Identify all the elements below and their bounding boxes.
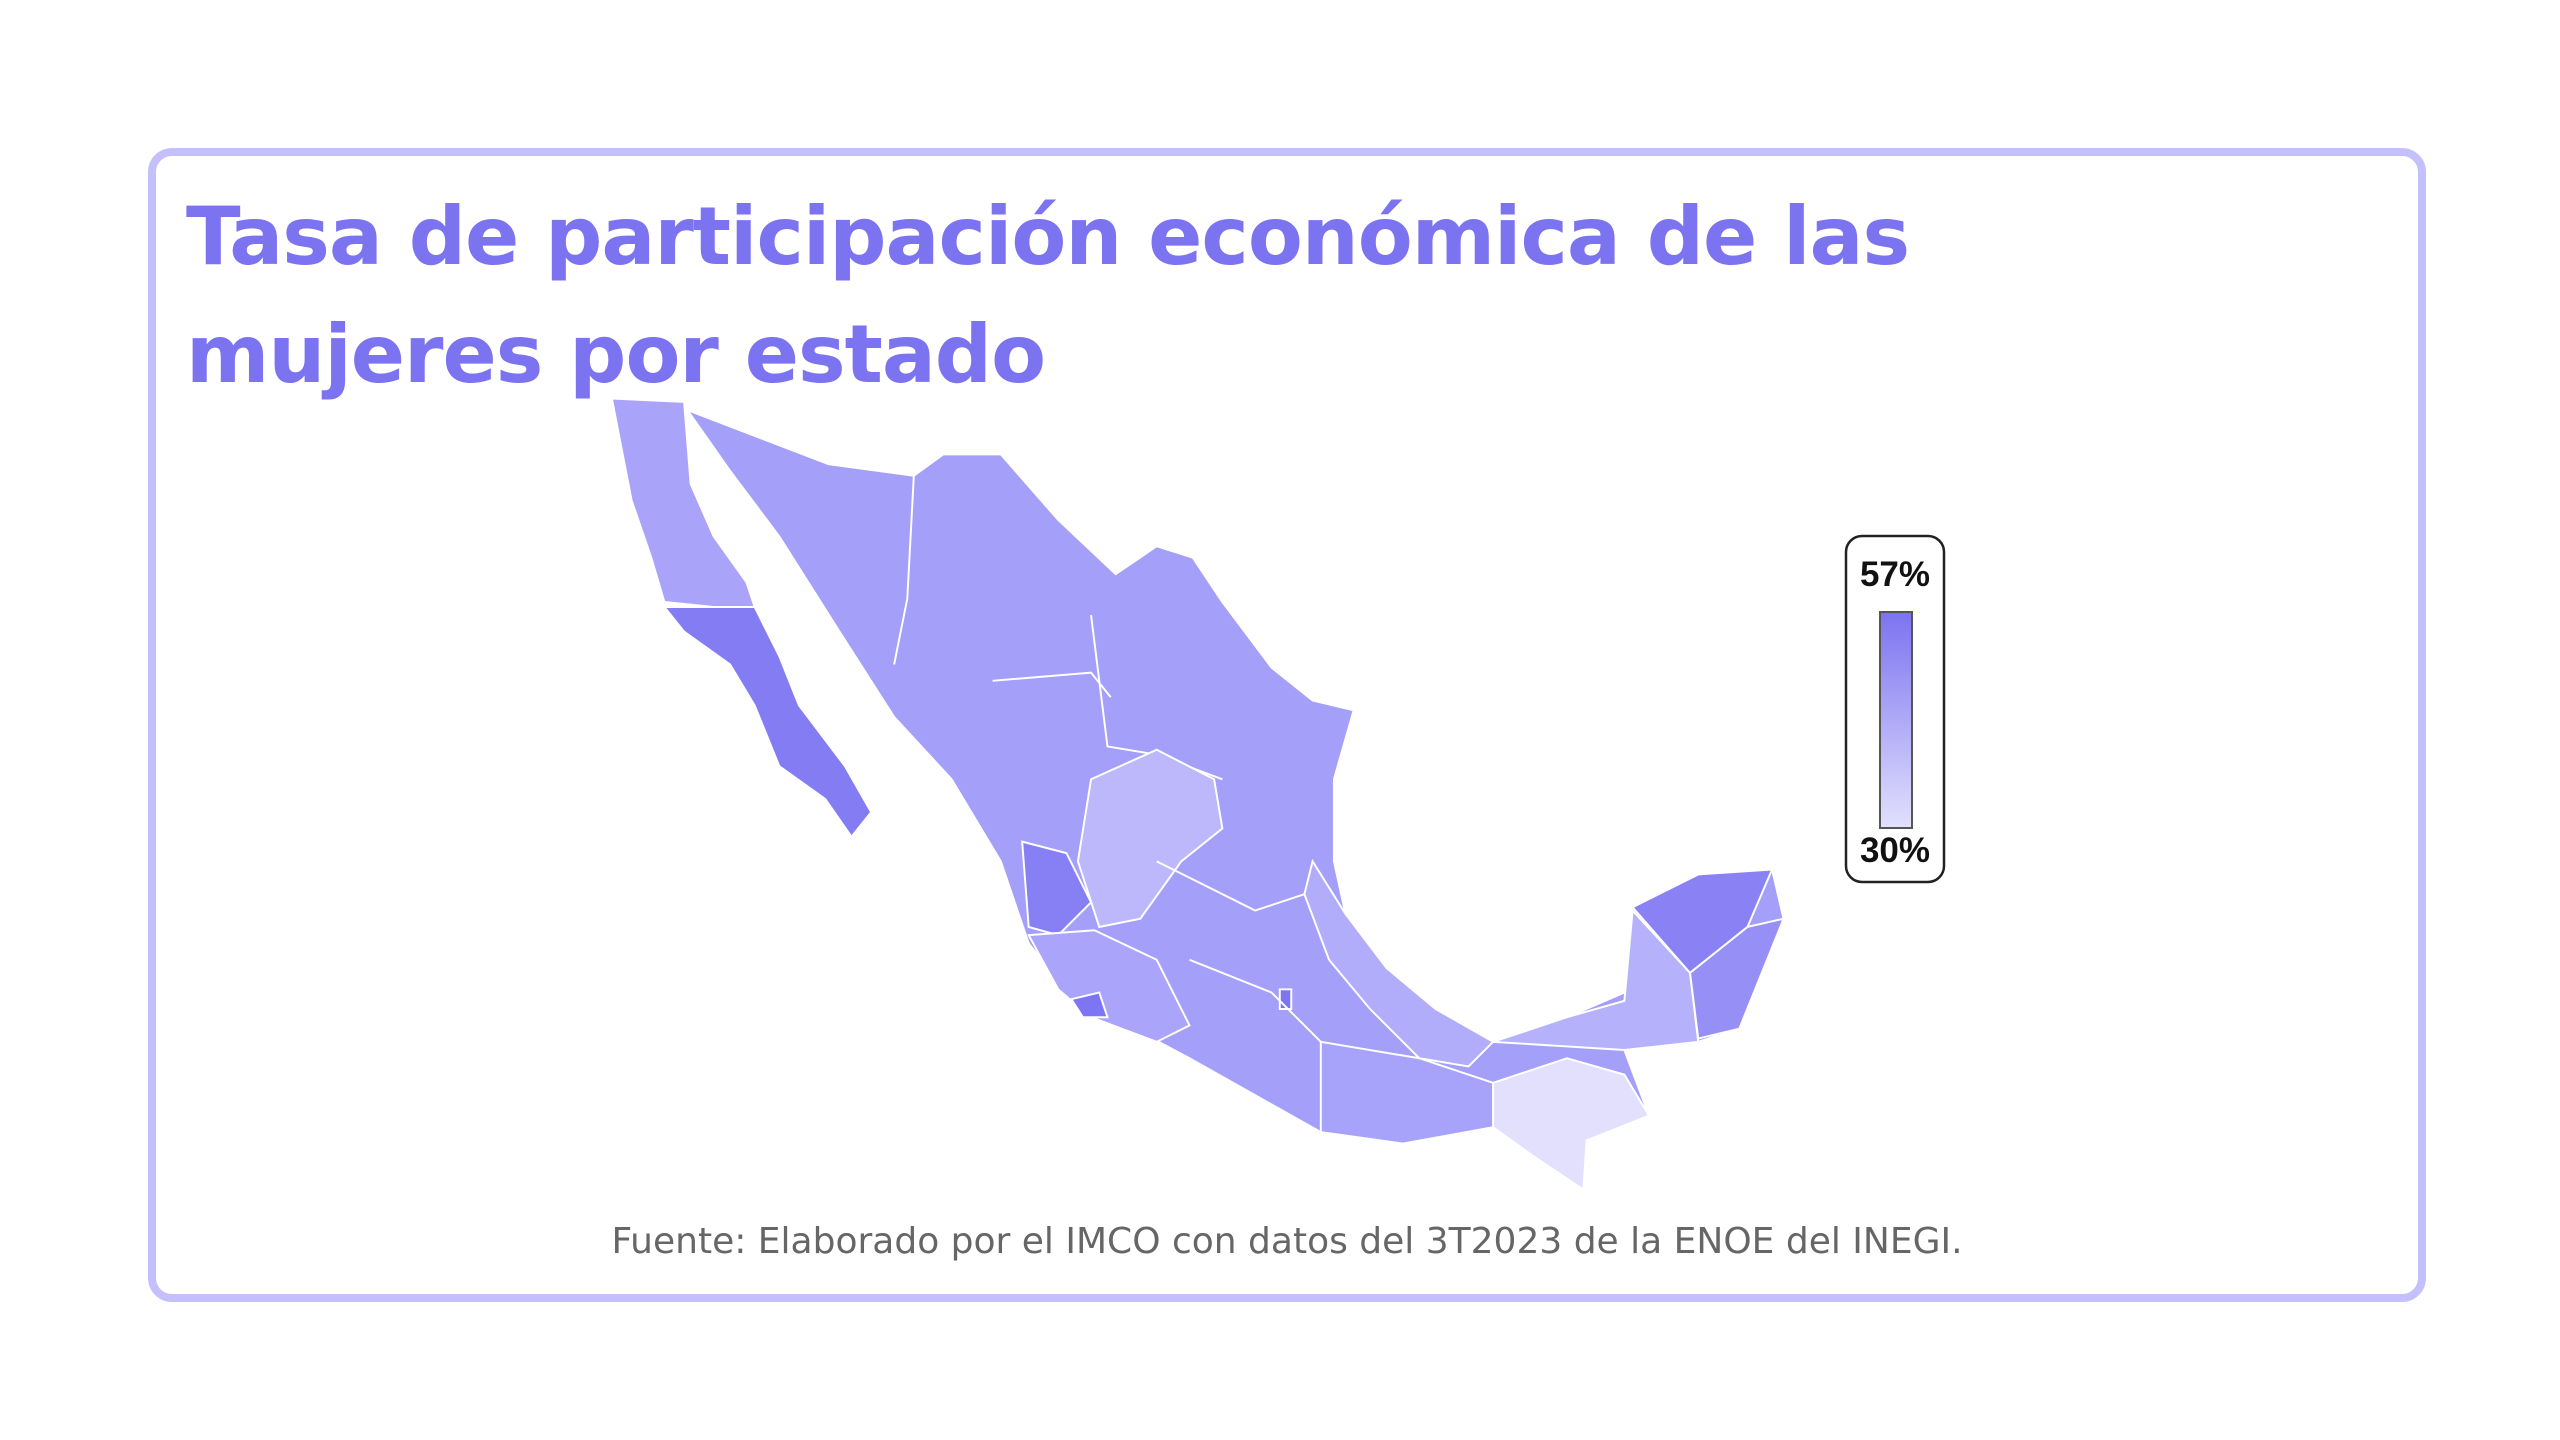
state bbox=[1492, 1057, 1651, 1192]
state bbox=[662, 605, 873, 839]
state bbox=[1688, 917, 1786, 1040]
state bbox=[1631, 868, 1774, 975]
title: Tasa de participación económica de las m… bbox=[186, 190, 1910, 401]
state bbox=[1021, 840, 1093, 937]
map: 57% 30% bbox=[610, 397, 1946, 1192]
state bbox=[1076, 748, 1224, 929]
state bbox=[1069, 991, 1109, 1019]
source: Fuente: Elaborado por el IMCO con datos … bbox=[611, 1221, 1963, 1262]
legend-min: 30% bbox=[1860, 831, 1930, 870]
state bbox=[1303, 858, 1495, 1068]
mexico bbox=[610, 397, 1786, 1192]
state bbox=[1027, 929, 1191, 1043]
legend-max: 57% bbox=[1860, 555, 1930, 594]
legend-gradient bbox=[1879, 611, 1913, 829]
card: Tasa de participación económica de las m… bbox=[148, 148, 2426, 1302]
state bbox=[1492, 908, 1700, 1052]
